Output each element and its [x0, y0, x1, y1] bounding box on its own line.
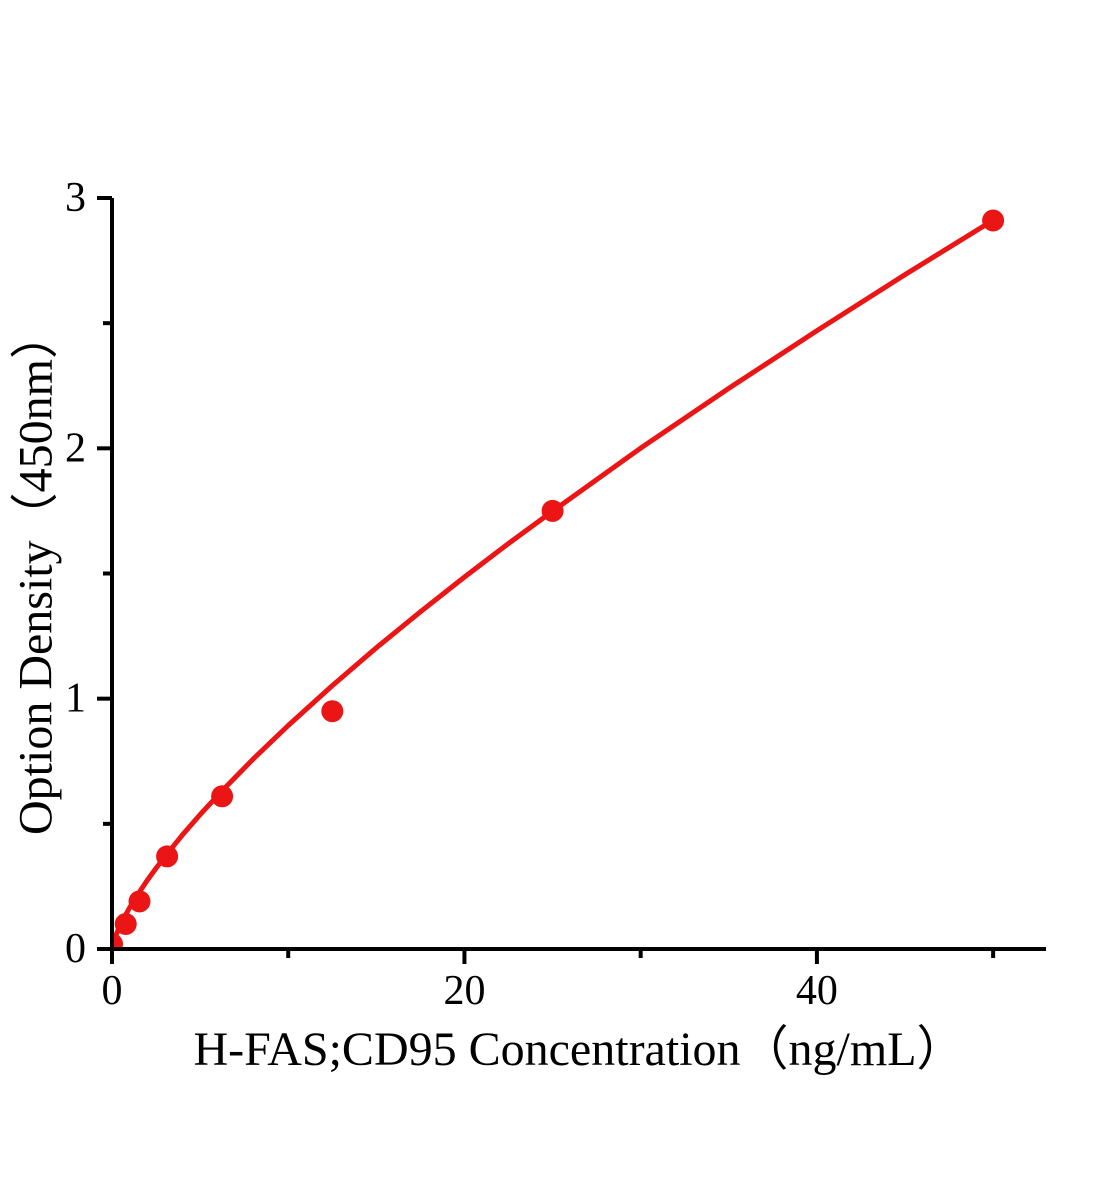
data-point [114, 913, 137, 935]
data-point [156, 845, 179, 868]
x-tick-label: 0 [102, 968, 123, 1014]
data-point [112, 933, 123, 949]
y-tick-label: 2 [65, 425, 86, 471]
y-tick-label: 0 [65, 926, 86, 972]
plot-area [112, 209, 1005, 949]
fit-curve [112, 217, 996, 949]
x-tick-label: 20 [443, 968, 485, 1014]
x-axis-title: H-FAS;CD95 Concentration（ng/mL） [193, 1023, 965, 1076]
x-tick-label: 40 [796, 968, 838, 1014]
data-point [982, 209, 1005, 232]
data-point [211, 785, 234, 808]
y-tick-label: 1 [65, 676, 86, 722]
data-point [541, 499, 564, 522]
y-axis-title: Option Density（450nm） [9, 311, 63, 835]
y-tick-label: 3 [65, 175, 86, 221]
data-point [128, 890, 151, 913]
data-point [321, 700, 344, 723]
